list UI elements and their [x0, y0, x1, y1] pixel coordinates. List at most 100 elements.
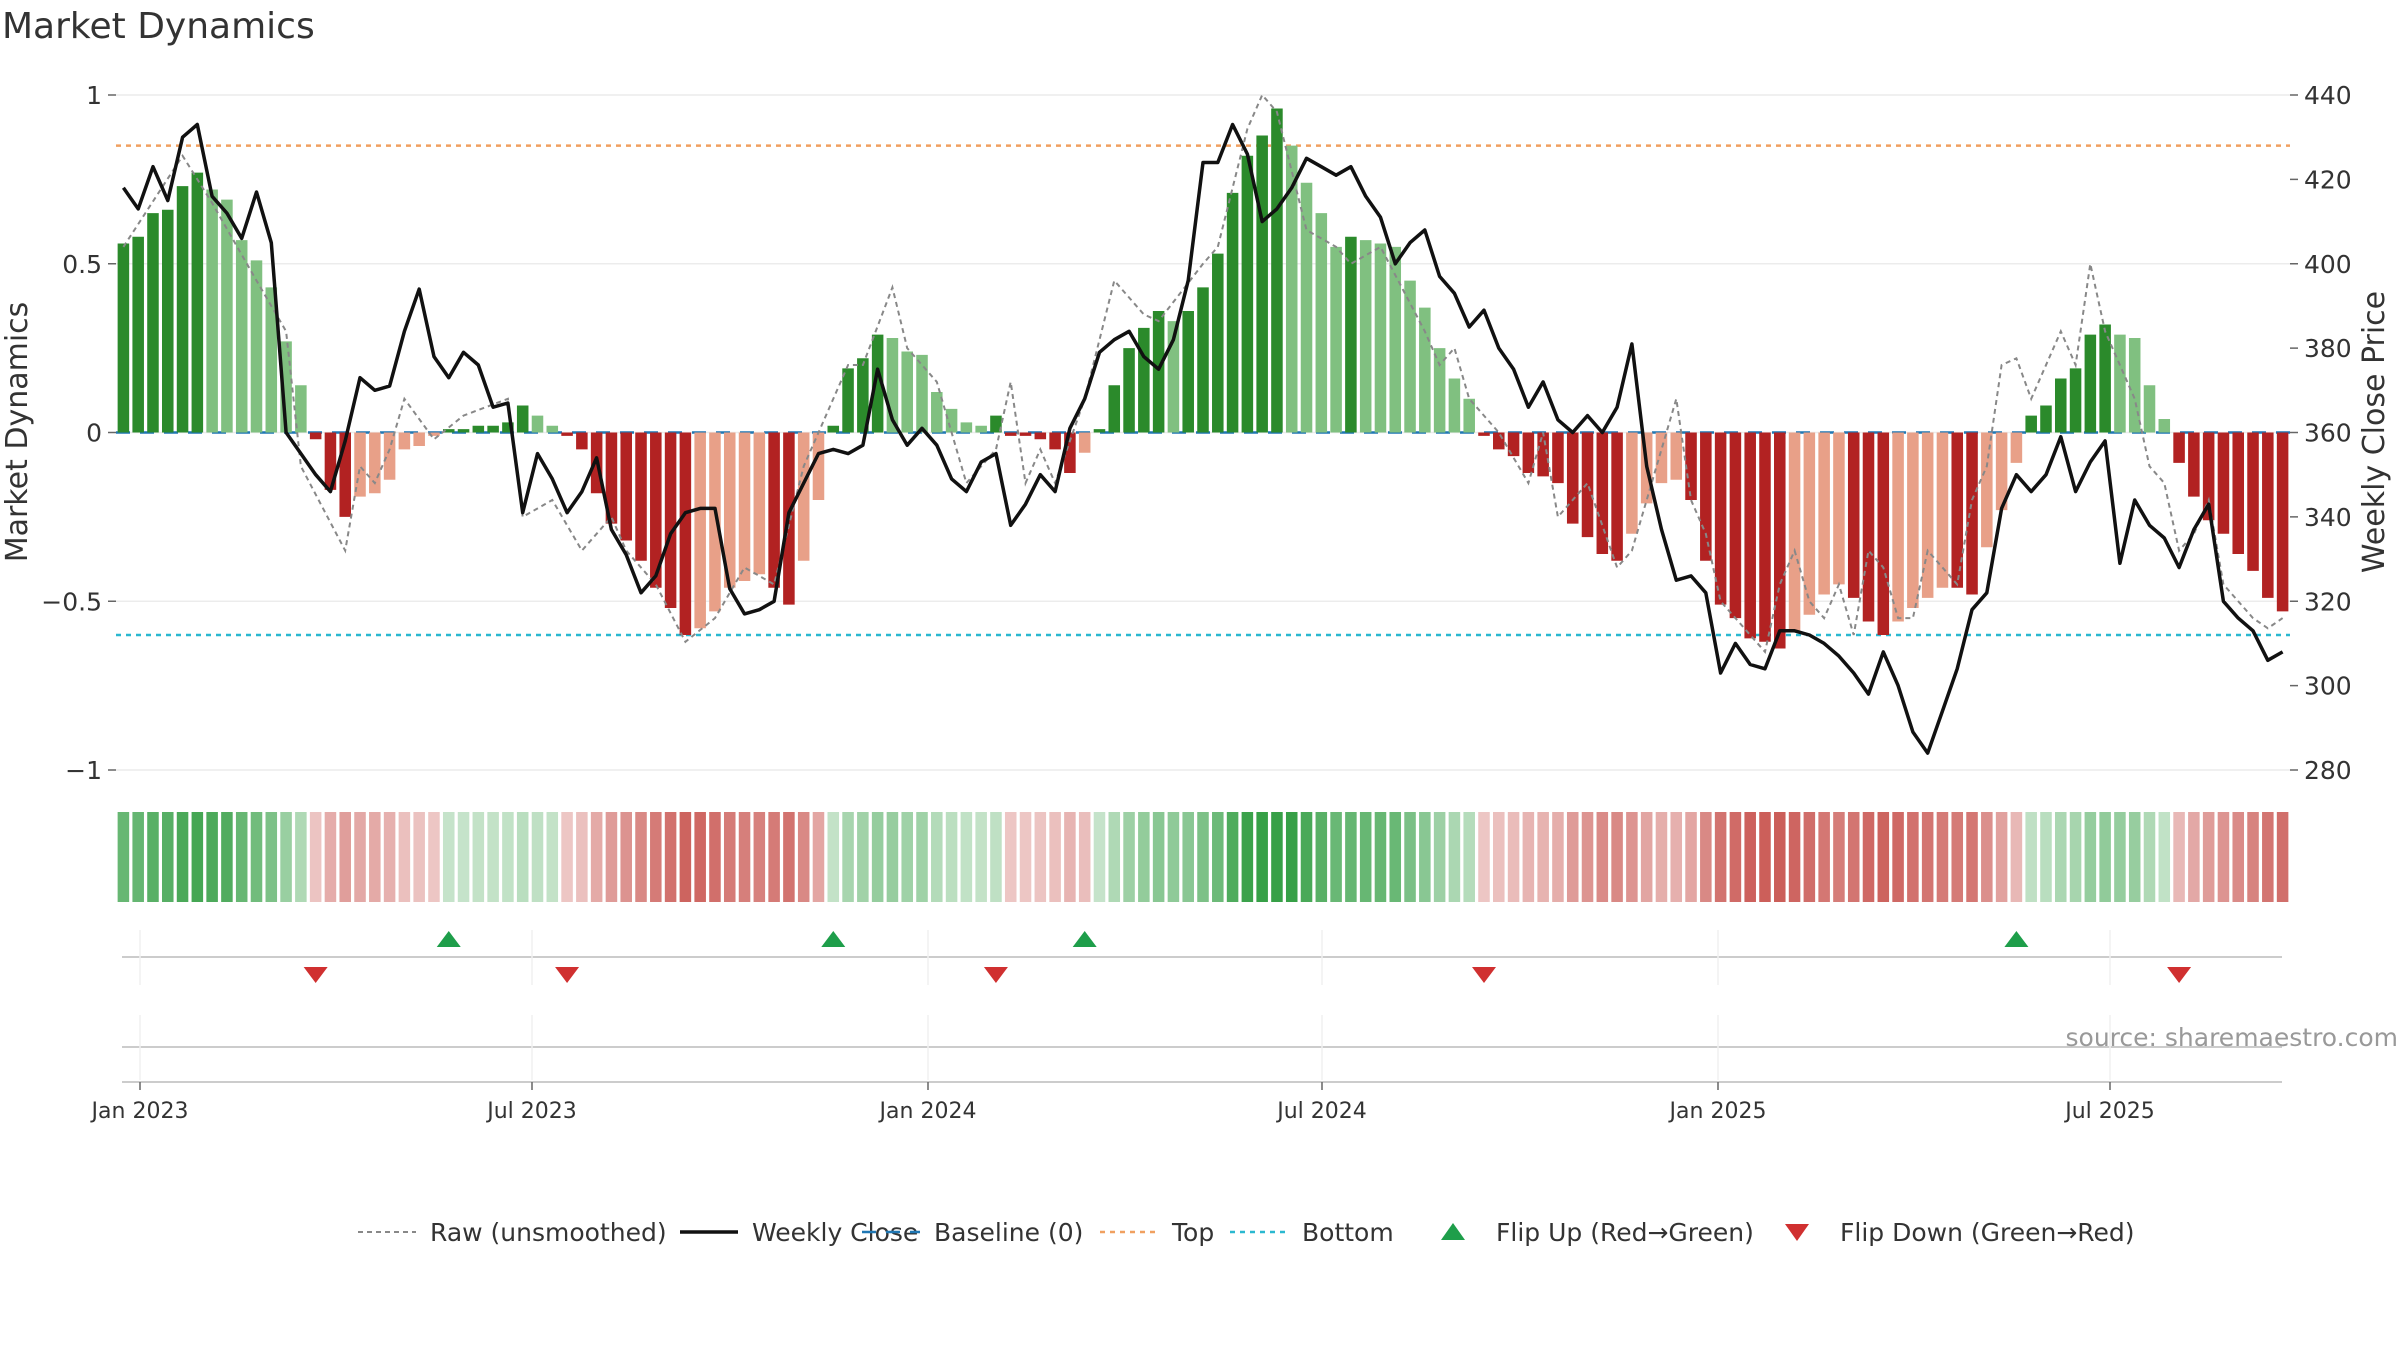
dynamics-bar — [2025, 415, 2037, 433]
dynamics-bar — [2232, 432, 2245, 554]
regime-cell — [221, 812, 233, 902]
regime-cell — [235, 812, 248, 902]
dynamics-bar — [694, 432, 706, 629]
dynamics-bar — [398, 432, 411, 450]
y-tick-label: 0.5 — [62, 250, 102, 279]
regime-cell — [2262, 812, 2274, 902]
dynamics-bar — [1655, 432, 1668, 484]
regime-cell — [265, 812, 278, 902]
dynamics-bar — [1138, 327, 1150, 433]
y2-tick-label: 360 — [2304, 419, 2352, 448]
regime-cell — [1448, 812, 1461, 902]
dynamics-bar — [546, 425, 559, 433]
dynamics-bar — [1729, 432, 1742, 619]
y2-tick-label: 280 — [2304, 756, 2352, 785]
dynamics-bar — [679, 432, 692, 635]
dynamics-bar — [1596, 432, 1609, 554]
regime-cell — [1981, 812, 1993, 902]
regime-cell — [1212, 812, 1224, 902]
regime-cell — [1862, 812, 1875, 902]
dynamics-bar — [1345, 236, 1357, 433]
dynamics-bar — [428, 432, 440, 436]
regime-cell — [369, 812, 381, 902]
dynamics-bar — [2276, 432, 2289, 612]
regime-cell — [1803, 812, 1816, 902]
regime-cell — [650, 812, 662, 902]
dynamics-bar — [1315, 213, 1328, 433]
dynamics-bar — [413, 432, 425, 446]
dynamics-bar — [531, 415, 544, 433]
dynamics-bar — [620, 432, 632, 541]
dynamics-bar — [1330, 246, 1342, 433]
regime-cell — [901, 812, 913, 902]
legend-swatch — [1785, 1224, 1809, 1241]
regime-cell — [132, 812, 144, 902]
regime-cell — [1300, 812, 1313, 902]
regime-cell — [1285, 812, 1298, 902]
regime-cell — [2158, 812, 2171, 902]
y2-tick-label: 420 — [2304, 165, 2352, 194]
dynamics-bar — [1744, 432, 1756, 639]
flip-up-marker — [1072, 931, 1097, 947]
regime-cell — [1566, 812, 1579, 902]
regime-cell — [561, 812, 573, 902]
regime-cell — [679, 812, 692, 902]
regime-cell — [1507, 812, 1520, 902]
regime-cell — [428, 812, 440, 902]
chart-title: Market Dynamics — [2, 6, 315, 47]
dynamics-bar — [2084, 334, 2097, 433]
dynamics-bar — [1064, 432, 1076, 473]
dynamics-bar — [1700, 432, 1712, 561]
dynamics-bar — [561, 432, 573, 436]
regime-cell — [812, 812, 825, 902]
dynamics-bar — [990, 415, 1002, 433]
raw-series — [122, 93, 2284, 655]
dynamics-bar — [2069, 368, 2082, 433]
y-tick-label: −1 — [65, 756, 102, 785]
regime-cell — [1847, 812, 1860, 902]
regime-cell — [442, 812, 455, 902]
dynamics-bar — [650, 432, 662, 588]
dynamics-bar — [1285, 145, 1298, 433]
weekly-close-series — [121, 122, 2284, 755]
regime-cell — [1463, 812, 1475, 902]
regime-cell — [2276, 812, 2289, 902]
dynamics-bar — [191, 172, 204, 433]
y2-tick-label: 320 — [2304, 587, 2352, 616]
x-tick-label: Jul 2023 — [485, 1099, 577, 1124]
regime-cell — [694, 812, 706, 902]
flip-up-marker — [436, 931, 461, 947]
x-axis: Jan 2023 Jul 2023 Jan 2024 Jul 2024 Jan 2025… — [90, 1081, 2282, 1124]
dynamics-bar — [1774, 432, 1786, 649]
regime-cell — [206, 812, 218, 902]
regime-cell — [472, 812, 485, 902]
legend-label: Flip Up (Red→Green) — [1496, 1218, 1754, 1247]
flip-up-marker — [2004, 931, 2029, 947]
regime-cell — [309, 812, 322, 902]
regime-cell — [117, 812, 130, 902]
dynamics-bar — [1433, 348, 1446, 433]
regime-cell — [546, 812, 559, 902]
dynamics-bar — [161, 209, 174, 433]
dynamics-bar — [576, 432, 588, 450]
dynamics-bar — [1981, 432, 1993, 548]
regime-cell — [768, 812, 780, 902]
dynamics-bar — [1921, 432, 1934, 598]
regime-cell — [2128, 812, 2141, 902]
dynamics-bar — [1226, 192, 1239, 433]
regime-cell — [1892, 812, 1904, 902]
regime-cell — [723, 812, 736, 902]
regime-cell — [2055, 812, 2067, 902]
regime-cell — [1833, 812, 1845, 902]
legend-item: Top — [1100, 1218, 1214, 1247]
dynamics-bar — [768, 432, 780, 588]
regime-cell — [2010, 812, 2023, 902]
flip-down-marker — [1471, 967, 1496, 983]
regime-cell — [1167, 812, 1180, 902]
regime-cell — [1596, 812, 1609, 902]
regime-cell — [1936, 812, 1949, 902]
regime-cell — [1345, 812, 1357, 902]
regime-cell — [2247, 812, 2259, 902]
dynamics-bar — [487, 425, 499, 433]
